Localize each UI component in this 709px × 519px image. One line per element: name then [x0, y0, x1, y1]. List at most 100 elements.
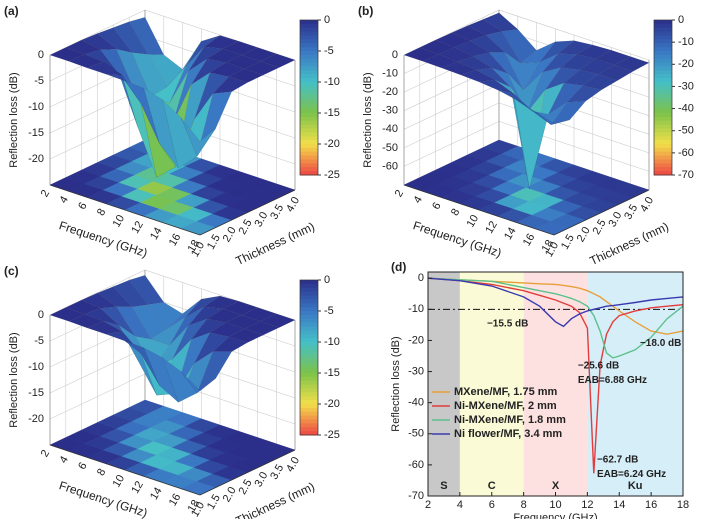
x-tick-label: 18	[540, 238, 557, 255]
x-tick-label: 14	[502, 225, 519, 242]
series-line	[427, 277, 684, 474]
colorbar-strip	[300, 171, 318, 176]
colorbar-strip	[654, 47, 672, 52]
colorbar-strip	[300, 287, 318, 293]
colorbar-strip	[654, 116, 672, 122]
z-tick-label: -10	[382, 67, 398, 79]
colorbar-strip	[300, 407, 318, 413]
x-tick-label: 4	[457, 499, 463, 511]
colorbar-strip	[300, 353, 318, 358]
colorbar-strip	[300, 20, 318, 25]
colorbar-strip	[300, 357, 318, 362]
colorbar-tick-label: -20	[324, 138, 340, 150]
colorbar-strip	[300, 361, 318, 366]
colorbar-strip	[300, 82, 318, 87]
x-tick-label: 8	[95, 467, 108, 478]
colorbar-strip	[654, 70, 672, 75]
y-tick-label: 3.0	[252, 470, 270, 489]
colorbar-strip	[654, 62, 672, 67]
y-tick-label: 4.0	[284, 455, 302, 474]
z-axis-title: Reflection loss (dB)	[8, 72, 20, 167]
y-tick-label: 3.0	[252, 210, 270, 229]
z-tick-label: -5	[34, 335, 44, 347]
y-tick-label: 3.5	[622, 202, 640, 221]
colorbar-strip	[300, 373, 318, 378]
colorbar-tick-label: -25	[324, 429, 340, 441]
colorbar-strip	[300, 307, 318, 312]
x-tick-label: 4	[411, 194, 424, 205]
colorbar-strip	[300, 365, 318, 370]
colorbar-tick-label: -40	[678, 102, 694, 114]
colorbar-strip	[300, 384, 318, 389]
colorbar-frame	[299, 19, 319, 176]
legend-label: Ni-MXene/MF, 1.8 mm	[454, 414, 566, 426]
colorbar-strip	[654, 132, 672, 137]
colorbar-frame	[299, 279, 319, 436]
z-axis-title: Reflection loss (dB)	[362, 72, 374, 167]
colorbar-strip	[300, 314, 318, 320]
colorbar-strip	[300, 163, 318, 168]
x-tick-label: 8	[521, 499, 527, 511]
x-tick-label: 18	[186, 238, 203, 255]
x-tick-label: 2	[393, 188, 406, 199]
x-tick-label: 12	[129, 479, 146, 496]
colorbar-strip	[300, 427, 318, 432]
surface-patch	[244, 321, 280, 336]
colorbar-strip	[654, 140, 672, 145]
y-tick-label: -50	[408, 428, 424, 440]
colorbar-tick-label: 0	[324, 14, 330, 26]
colorbar-tick-label: -20	[324, 398, 340, 410]
colorbar-tick-label: -10	[324, 76, 340, 88]
colorbar-strip	[300, 295, 318, 300]
colorbar-strip	[300, 113, 318, 118]
z-tick-label: -40	[382, 123, 398, 135]
y-tick-label: 0	[418, 272, 424, 284]
colorbar-tick-label: -5	[324, 305, 334, 317]
x-tick-label: 10	[549, 499, 561, 511]
y-tick-label: -30	[408, 365, 424, 377]
colorbar-strip	[654, 78, 672, 83]
colorbar-tick-label: -70	[678, 169, 694, 181]
band-label: X	[552, 480, 560, 492]
colorbar-strip	[654, 43, 672, 48]
x-tick-label: 14	[613, 499, 625, 511]
colorbar-strip	[654, 66, 672, 71]
surface-patch	[228, 68, 264, 83]
legend-label: Ni flower/MF, 3.4 mm	[454, 428, 562, 440]
legend-label: MXene/MF, 1.75 mm	[454, 386, 558, 398]
band	[428, 272, 460, 496]
colorbar-strip	[300, 400, 318, 405]
axis-line	[49, 444, 201, 496]
z-tick-label: 0	[38, 309, 44, 321]
series-line	[427, 277, 684, 359]
colorbar-strip	[300, 132, 318, 137]
x-tick-label: 10	[465, 213, 482, 230]
y-tick-label: 1.5	[559, 232, 577, 251]
axis-line	[553, 189, 650, 236]
colorbar-strip	[654, 39, 672, 44]
y-tick-label: 2.5	[237, 477, 255, 496]
colorbar-strip	[654, 167, 672, 172]
z-tick-label: -5	[34, 75, 44, 87]
x-tick-label: 2	[39, 448, 52, 459]
colorbar-strip	[654, 97, 672, 102]
annotation: EAB=6.88 GHz	[578, 375, 647, 386]
x-tick-label: 18	[677, 499, 689, 511]
x-tick-label: 12	[483, 219, 500, 236]
colorbar-strip	[300, 35, 318, 40]
x-tick-label: 16	[167, 492, 184, 509]
panel-label: (a)	[4, 4, 19, 18]
annotation: −62.7 dB	[597, 455, 638, 466]
y-tick-label: -10	[408, 303, 424, 315]
band-label: S	[440, 480, 447, 492]
colorbar-tick-label: 0	[324, 274, 330, 286]
colorbar-strip	[300, 330, 318, 335]
colorbar-tick-label: -10	[324, 336, 340, 348]
colorbar-tick-label: -30	[678, 80, 694, 92]
colorbar-strip	[300, 51, 318, 56]
colorbar-strip	[300, 155, 318, 160]
colorbar-frame	[653, 19, 673, 176]
legend-label: Ni-MXene/MF, 2 mm	[454, 400, 557, 412]
colorbar-strip	[654, 35, 672, 40]
